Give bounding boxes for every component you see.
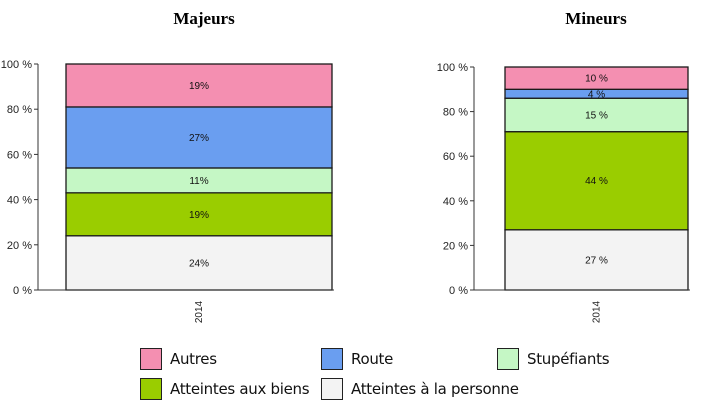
legend-item-route: Route — [321, 345, 393, 373]
data-label-route: 27% — [189, 133, 209, 144]
chart-title-majeurs: Majeurs — [173, 9, 235, 28]
legend-item-stupefiants: Stupéfiants — [497, 345, 610, 373]
y-tick-label: 0 % — [13, 285, 32, 297]
data-label-atteintes-a-la-personne: 27 % — [585, 255, 608, 266]
data-label-stupefiants: 11% — [189, 176, 208, 187]
legend-swatch-stupefiants — [497, 348, 519, 370]
legend-swatch-atteintes-a-la-personne — [321, 378, 343, 400]
legend-label-autres: Autres — [170, 350, 217, 368]
legend-label-stupefiants: Stupéfiants — [527, 350, 610, 368]
bar-segment-autres — [504, 66, 689, 90]
legend-label-route: Route — [351, 350, 394, 368]
data-label-stupefiants: 15 % — [585, 110, 608, 121]
data-label-autres: 19% — [189, 81, 209, 92]
y-tick-label: 20 % — [7, 240, 32, 252]
data-label-atteintes-aux-biens: 19% — [189, 210, 209, 221]
y-tick-label: 60 % — [7, 149, 32, 161]
legend-item-autres: Autres — [140, 345, 217, 373]
bar-segment-atteintes-aux-biens — [65, 192, 333, 237]
data-label-autres: 10 % — [585, 74, 608, 85]
bar-segment-stupefiants — [504, 97, 689, 133]
legend-label-atteintes-aux-biens: Atteintes aux biens — [170, 380, 310, 398]
y-tick-label: 0 % — [449, 285, 468, 297]
y-tick-label: 80 % — [7, 104, 32, 116]
y-tick-label: 40 % — [443, 196, 468, 208]
bar-segment-stupefiants — [65, 167, 333, 194]
y-tick-label: 20 % — [443, 240, 468, 252]
x-category-label: 2014 — [592, 300, 603, 323]
y-tick-label: 100 % — [437, 62, 468, 74]
chart-mineurs: Mineurs 0 % 20 % 40 % 60 % 80 % 100 % 27 % 44 % 1… — [437, 9, 690, 323]
x-category-label: 2014 — [194, 300, 205, 323]
data-label-atteintes-a-la-personne: 24% — [189, 258, 209, 269]
legend-item-atteintes-aux-biens: Atteintes aux biens — [140, 375, 310, 403]
data-label-atteintes-aux-biens: 44 % — [585, 176, 608, 187]
legend-swatch-route — [321, 348, 343, 370]
charts-svg: Majeurs 0 % 20 % 40 % 60 % 80 % 100 % 24% 19% 11%… — [1, 9, 690, 323]
chart-majeurs: Majeurs 0 % 20 % 40 % 60 % 80 % 100 % 24% 19% 11%… — [1, 9, 334, 323]
legend: Autres Route Stupéfiants Atteintes aux b… — [140, 345, 700, 409]
bar-segment-route — [65, 106, 333, 169]
legend-label-atteintes-a-la-personne: Atteintes à la personne — [351, 380, 519, 398]
data-label-route: 4 % — [588, 89, 605, 100]
chart-title-mineurs: Mineurs — [565, 9, 627, 28]
y-tick-label: 40 % — [7, 195, 32, 207]
legend-item-atteintes-a-la-personne: Atteintes à la personne — [321, 375, 519, 403]
legend-swatch-atteintes-aux-biens — [140, 378, 162, 400]
bar-segment-autres — [65, 63, 333, 108]
y-tick-label: 100 % — [1, 59, 32, 71]
legend-swatch-autres — [140, 348, 162, 370]
y-tick-label: 80 % — [443, 107, 468, 119]
y-tick-label: 60 % — [443, 151, 468, 163]
